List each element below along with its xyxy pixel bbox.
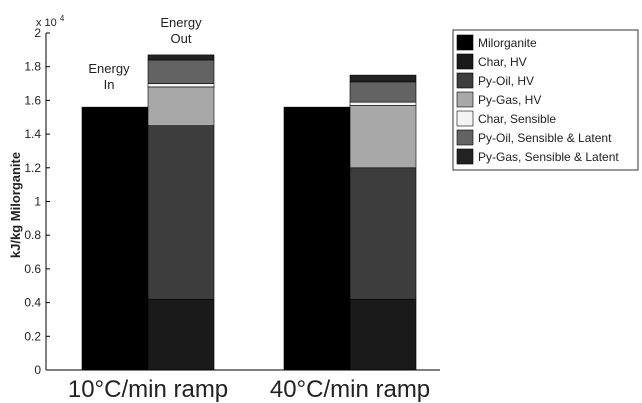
legend-label-4: Py-Gas, HV xyxy=(478,93,541,107)
y-tick-label-5: 1 xyxy=(34,195,41,209)
legend-items: Milorganite Char, HV Py-Oil, HV Py-Gas, HV C… xyxy=(456,34,619,165)
y-tick-label-4: 0.8 xyxy=(24,228,41,242)
bar-segment-py-gas-sensible-latent-2 xyxy=(349,74,417,83)
legend-label-1: Milorganite xyxy=(478,36,537,50)
bar-segment-py-oil-sensible-latent-1 xyxy=(147,59,215,84)
y-multiplier: x 10 4 xyxy=(36,14,65,29)
legend-label-2: Char, HV xyxy=(478,55,527,69)
energy-out-label-line-2: Out xyxy=(171,31,192,46)
bar-segment-char-hv-1 xyxy=(147,298,215,371)
bar-segment-char-hv-2 xyxy=(349,298,417,371)
legend-label-3: Py-Oil, HV xyxy=(478,74,534,88)
y-multiplier-exponent: 4 xyxy=(60,14,65,23)
legend: Milorganite Char, HV Py-Oil, HV Py-Gas, HV C… xyxy=(452,29,639,171)
legend-swatch-3 xyxy=(456,72,474,89)
y-tick-label-2: 0.4 xyxy=(24,296,41,310)
legend-label-7: Py-Gas, Sensible & Latent xyxy=(478,150,619,164)
bar-segment-py-oil-hv-1 xyxy=(147,125,215,300)
y-tick-label-6: 1.2 xyxy=(24,161,41,175)
legend-label-5: Char, Sensible xyxy=(478,112,556,126)
legend-swatch-2 xyxy=(456,53,474,70)
energy-out-label-line-1: Energy xyxy=(160,15,202,30)
category-label-2: 40°C/min ramp xyxy=(270,376,430,403)
bar-segment-py-gas-sensible-latent-1 xyxy=(147,54,215,61)
bar-segment-py-gas-hv-1 xyxy=(147,86,215,126)
energy-in-label-line-1: Energy xyxy=(88,61,130,76)
bar-segment-py-oil-hv-2 xyxy=(349,167,417,300)
legend-swatch-4 xyxy=(456,91,474,108)
y-multiplier-base: x 10 xyxy=(36,17,57,29)
category-label-1: 10°C/min ramp xyxy=(68,376,228,403)
axes-layer: 0 0.2 0.4 0.6 0.8 1 1.2 1.4 1.6 1.8 2 xyxy=(24,26,440,377)
bar-segment-char-sensible-2 xyxy=(349,101,417,106)
y-tick-label-3: 0.6 xyxy=(24,262,41,276)
legend-frame xyxy=(452,29,639,171)
y-tick-label-10: 2 xyxy=(34,26,41,40)
bar-segment-milorganite-1 xyxy=(81,106,149,371)
bar-segment-py-gas-hv-2 xyxy=(349,105,417,169)
bar-segment-py-oil-sensible-latent-2 xyxy=(349,81,417,103)
legend-swatch-7 xyxy=(456,148,474,165)
legend-swatch-1 xyxy=(456,34,474,51)
y-tick-label-0: 0 xyxy=(34,363,41,377)
legend-swatch-6 xyxy=(456,129,474,146)
legend-label-6: Py-Oil, Sensible & Latent xyxy=(478,131,612,145)
bar-segment-char-sensible-1 xyxy=(147,83,215,88)
y-tick-label-8: 1.6 xyxy=(24,93,41,107)
y-tick-label-9: 1.8 xyxy=(24,60,41,74)
y-tick-label-1: 0.2 xyxy=(24,329,41,343)
legend-swatch-5 xyxy=(456,110,474,127)
y-tick-label-7: 1.4 xyxy=(24,127,41,141)
bars-layer xyxy=(81,54,417,371)
bar-segment-milorganite-2 xyxy=(283,106,351,371)
y-axis-label: kJ/kg Milorganite xyxy=(8,152,23,258)
labels-layer: 10°C/min ramp 40°C/min rampEnergyInEnergy… xyxy=(68,15,430,403)
energy-in-label-line-2: In xyxy=(104,77,115,92)
